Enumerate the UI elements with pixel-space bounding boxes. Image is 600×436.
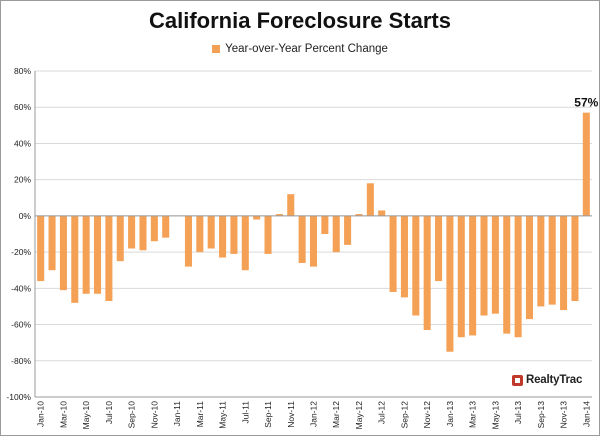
bar [48,215,56,271]
x-tick-label: Mar-10 [58,401,68,428]
bar [287,194,295,216]
y-tick-label: 40% [14,138,31,148]
bar [196,215,204,253]
x-tick-label: Jan-12 [309,401,319,427]
bar [344,215,352,245]
y-tick-label: -60% [11,320,31,330]
y-tick-label: 80% [14,66,31,76]
x-tick-label: Mar-11 [195,401,205,428]
bar [491,215,499,314]
bar [514,215,522,338]
bar [93,215,102,294]
x-tick-label: Mar-13 [468,401,478,428]
x-tick-label: Jul-10 [104,401,114,424]
bar [150,215,158,242]
x-tick-label: Nov-13 [559,401,569,429]
legend: Year-over-Year Percent Change [0,43,600,55]
y-tick-label: -20% [11,247,31,257]
bar [207,215,215,249]
bar [332,215,340,253]
x-tick-label: Nov-11 [286,401,296,428]
y-tick-label: -40% [11,283,31,293]
bar [71,215,79,303]
x-tick-label: Jan-13 [445,401,455,427]
bar [298,215,306,263]
bar [128,215,136,249]
bar [116,215,124,262]
x-tick-label: Nov-10 [149,401,159,429]
legend-swatch [212,45,221,53]
x-tick-label: Mar-12 [331,401,341,428]
bar [59,215,67,291]
x-tick-label: Sep-12 [399,401,409,429]
bar [548,215,556,305]
bar [412,215,420,316]
y-tick-label: -80% [11,356,31,366]
axes [34,71,592,398]
x-tick-label: May-12 [354,401,364,430]
y-tick-label: 0% [19,211,32,221]
bar [366,183,374,216]
x-tick-label: Jul-12 [377,401,387,424]
data-label: 57% [574,96,598,110]
bar [469,215,477,336]
x-tick-label: Jul-11 [240,401,250,424]
bar [184,215,192,267]
bar [253,215,261,220]
bar [435,215,443,282]
x-tick-label: Jan-10 [36,401,46,427]
bar [219,215,227,258]
x-tick-label: May-11 [218,401,228,429]
bar [264,215,272,254]
y-tick-label: -100% [6,392,31,402]
x-tick-label: May-10 [81,401,91,430]
bar [400,215,408,298]
bar [309,215,318,267]
house-icon [512,374,523,386]
bar [355,214,363,216]
bar [423,215,431,330]
x-tick-label: Sep-11 [263,401,273,428]
bar [275,214,283,216]
x-tick-label: May-13 [490,401,500,430]
bar [82,215,90,294]
bar [139,215,147,251]
bars [37,112,590,352]
bar [503,215,511,334]
y-tick-label: 20% [14,175,31,185]
bar [162,215,170,238]
bar [37,215,45,282]
bar [537,215,545,307]
x-tick-label: Sep-13 [536,401,546,429]
legend-label: Year-over-Year Percent Change [225,43,388,55]
logo-text: RealtyTrac [526,374,583,386]
x-tick-label: Jul-13 [513,401,523,424]
bar [230,215,238,254]
x-tick-label: Nov-12 [422,401,432,429]
bar [480,215,488,316]
bar [389,215,397,292]
bar [241,215,249,271]
realtytrac-logo: RealtyTrac [512,374,582,386]
chart-title: California Foreclosure Starts [149,8,451,33]
x-tick-label: Jan-14 [581,401,591,427]
bar [571,215,579,302]
bar [446,215,454,352]
x-tick-label: Jan-11 [172,401,182,427]
bar [560,215,568,311]
bar [582,112,590,216]
tick-labels: 80% 60% 40% 20% 0% -20% -40% -60% -80% -100% Jan-1… [6,66,598,429]
bar [321,215,329,234]
bar [378,210,386,216]
bar [457,215,465,338]
y-tick-label: 60% [14,102,31,112]
bar [105,215,113,302]
x-tick-label: Sep-10 [127,401,137,429]
bar [525,215,534,320]
